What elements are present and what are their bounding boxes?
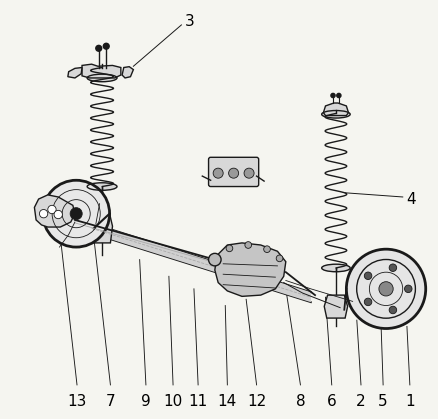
Polygon shape [92,214,113,243]
Circle shape [337,93,341,98]
Ellipse shape [87,183,117,190]
Text: 4: 4 [406,191,416,207]
Text: 11: 11 [188,394,208,409]
Circle shape [346,249,426,328]
FancyBboxPatch shape [208,157,259,186]
Polygon shape [92,223,311,302]
Polygon shape [82,64,121,78]
Circle shape [229,168,239,178]
Circle shape [331,93,335,98]
Text: 7: 7 [106,394,115,409]
Circle shape [54,210,62,219]
Circle shape [43,180,110,247]
Polygon shape [35,195,75,227]
Polygon shape [324,295,348,318]
Circle shape [39,210,48,218]
Polygon shape [215,243,286,296]
Text: 5: 5 [378,394,388,409]
Text: 12: 12 [247,394,266,409]
Circle shape [364,298,372,306]
Text: 13: 13 [67,394,87,409]
Text: 14: 14 [218,394,237,409]
Polygon shape [323,103,349,116]
Text: 2: 2 [356,394,366,409]
Circle shape [244,168,254,178]
Circle shape [208,253,221,266]
Circle shape [103,43,109,49]
Text: 9: 9 [141,394,151,409]
Text: 3: 3 [185,14,194,29]
Text: 8: 8 [296,394,305,409]
Circle shape [245,242,251,248]
Polygon shape [122,67,134,78]
Circle shape [389,306,397,314]
Ellipse shape [321,111,350,118]
Circle shape [264,246,270,253]
Ellipse shape [321,264,350,272]
Circle shape [96,45,102,51]
Circle shape [389,264,397,272]
Circle shape [276,255,283,262]
Circle shape [379,282,393,296]
Circle shape [405,285,412,292]
Text: 6: 6 [327,394,337,409]
Circle shape [226,245,233,252]
Text: 10: 10 [163,394,183,409]
Polygon shape [68,67,82,78]
Circle shape [48,205,56,214]
Circle shape [364,272,372,279]
Circle shape [213,168,223,178]
Ellipse shape [87,74,117,82]
Text: 1: 1 [405,394,415,409]
Circle shape [70,208,82,220]
